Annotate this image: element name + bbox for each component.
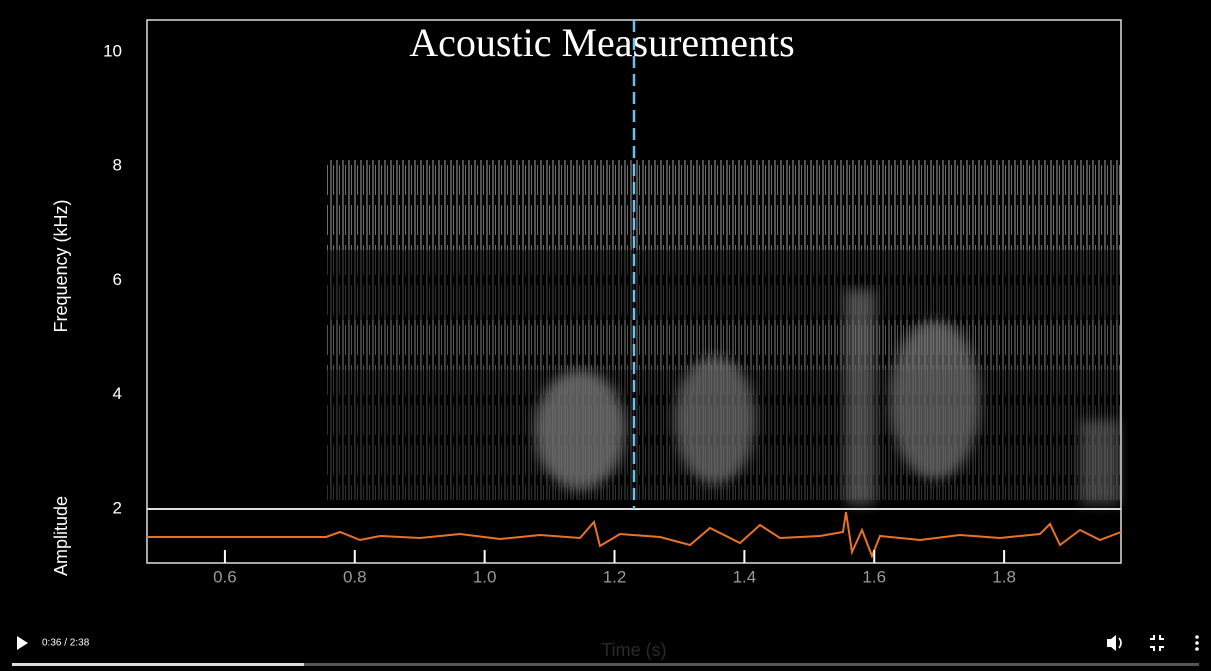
y-tick-label: 8 xyxy=(113,156,122,175)
menu-button[interactable] xyxy=(1195,635,1199,651)
progress-track[interactable] xyxy=(12,663,1199,666)
x-tick-label: 1.8 xyxy=(992,567,1016,586)
plot: Acoustic Measurements Frequency (kHz) Am… xyxy=(51,19,1122,586)
y-tick-label: 6 xyxy=(113,270,122,289)
amplitude-waveform xyxy=(147,511,1122,559)
spectrogram-texture xyxy=(326,160,1121,505)
x-tick-label: 1.2 xyxy=(603,567,627,586)
x-tick-label: 1.6 xyxy=(862,567,886,586)
amplitude-label: Amplitude xyxy=(51,496,71,576)
y-tick-label: 2 xyxy=(113,498,122,517)
y-tick-label: 10 xyxy=(103,41,122,60)
time-display: 0:36 / 2:38 xyxy=(42,638,90,649)
exit-fullscreen-button[interactable] xyxy=(1150,635,1164,651)
y-axis-label: Frequency (kHz) xyxy=(51,199,71,332)
x-tick-label: 1.4 xyxy=(733,567,757,586)
volume-button[interactable] xyxy=(1107,635,1122,651)
y-tick-label: 4 xyxy=(113,384,122,403)
title: Acoustic Measurements xyxy=(409,20,794,65)
x-tick-label: 0.8 xyxy=(343,567,367,586)
controls: 0:36 / 2:38 xyxy=(0,625,1211,671)
x-tick-label: 1.0 xyxy=(473,567,497,586)
play-button[interactable] xyxy=(17,636,28,650)
progress-played xyxy=(12,663,304,666)
x-tick-label: 0.6 xyxy=(213,567,237,586)
